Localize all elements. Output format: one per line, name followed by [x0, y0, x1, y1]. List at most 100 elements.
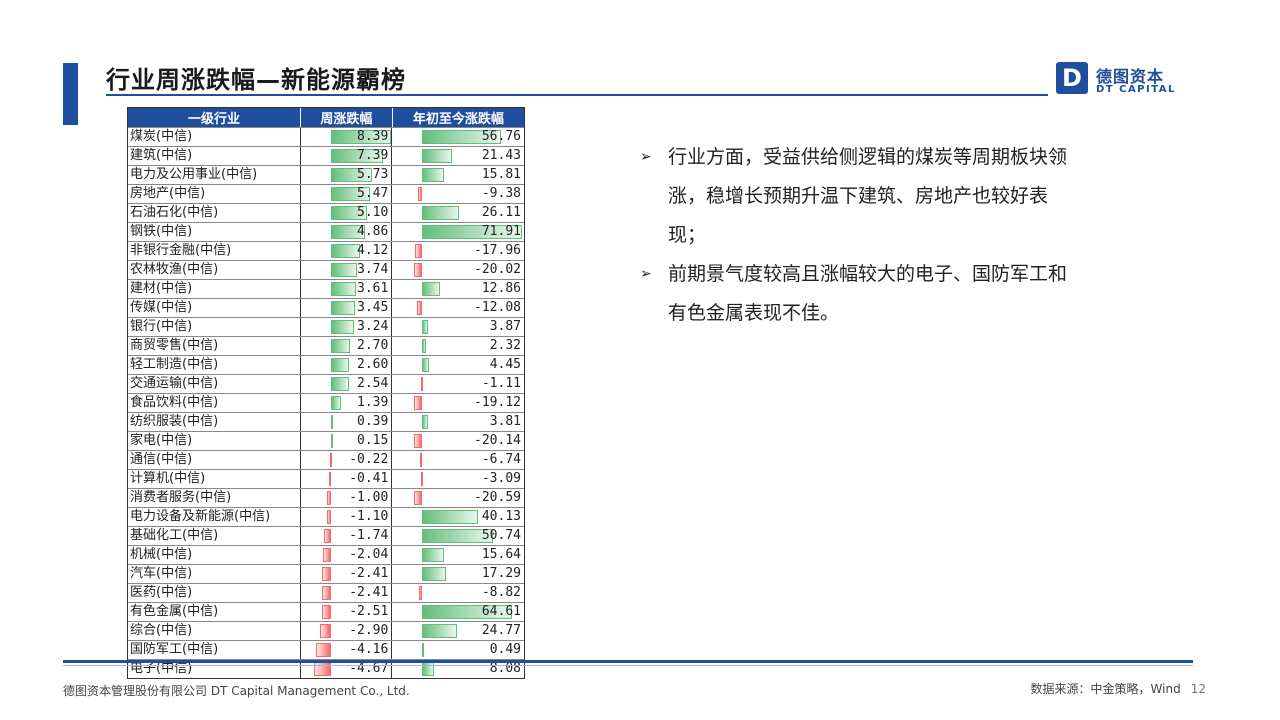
week-change-databar	[329, 453, 332, 467]
industry-name: 建材(中信)	[128, 280, 301, 298]
ytd-change-cell: -9.38	[392, 185, 524, 203]
industry-name: 银行(中信)	[128, 318, 301, 336]
week-change-cell: -2.41	[301, 565, 393, 583]
week-change-value: -2.41	[349, 585, 389, 600]
ytd-change-cell: 4.45	[392, 356, 524, 374]
ytd-change-databar	[422, 624, 457, 638]
footer-divider-thin	[63, 665, 1193, 666]
week-change-value: 3.24	[357, 319, 389, 334]
ytd-change-value: -8.82	[481, 585, 521, 600]
week-change-databar	[315, 643, 331, 657]
industry-name: 食品饮料(中信)	[128, 394, 301, 412]
ytd-change-value: -9.38	[481, 186, 521, 201]
ytd-change-value: 64.61	[481, 604, 521, 619]
table-row: 房地产(中信) 5.47 -9.38	[128, 184, 524, 203]
ytd-change-value: -19.12	[474, 395, 521, 410]
week-change-databar	[321, 586, 331, 600]
ytd-change-databar	[422, 168, 445, 182]
week-change-cell: -2.51	[301, 603, 393, 621]
ytd-change-cell: -20.14	[392, 432, 524, 450]
industry-name: 建筑(中信)	[128, 147, 301, 165]
week-change-value: 2.60	[357, 357, 389, 372]
ytd-change-value: -1.11	[481, 376, 521, 391]
ytd-change-value: 0.49	[489, 642, 521, 657]
table-row: 有色金属(中信) -2.51 64.61	[128, 602, 524, 621]
ytd-change-databar	[422, 529, 493, 543]
week-change-cell: 7.39	[301, 147, 393, 165]
table-header: 一级行业 周涨跌幅 年初至今涨跌幅	[128, 108, 524, 127]
week-change-databar	[324, 529, 331, 543]
table-row: 基础化工(中信) -1.74 50.74	[128, 526, 524, 545]
table-row: 电力及公用事业(中信) 5.73 15.81	[128, 165, 524, 184]
company-logo: D 德图资本 DT CAPITAL	[1056, 62, 1181, 96]
ytd-change-cell: -3.09	[392, 470, 524, 488]
week-change-databar	[330, 434, 333, 448]
week-change-cell: -0.41	[301, 470, 393, 488]
industry-name: 钢铁(中信)	[128, 223, 301, 241]
table-row: 汽车(中信) -2.41 17.29	[128, 564, 524, 583]
ytd-change-databar	[422, 415, 428, 429]
week-change-value: -1.74	[349, 528, 389, 543]
ytd-change-value: 21.43	[481, 148, 521, 163]
week-change-cell: -2.41	[301, 584, 393, 602]
week-change-databar	[320, 624, 331, 638]
logo-cn-text: 德图资本	[1096, 67, 1165, 86]
week-change-cell: 0.15	[301, 432, 393, 450]
industry-name: 通信(中信)	[128, 451, 301, 469]
header-ytd-change: 年初至今涨跌幅	[412, 112, 504, 127]
week-change-databar	[330, 187, 370, 201]
ytd-change-cell: -17.96	[392, 242, 524, 260]
week-change-databar	[321, 567, 331, 581]
week-change-value: 0.39	[357, 414, 389, 429]
week-change-value: -0.41	[349, 471, 389, 486]
table-row: 家电(中信) 0.15 -20.14	[128, 431, 524, 450]
ytd-change-value: 8.08	[489, 661, 521, 676]
industry-name: 汽车(中信)	[128, 565, 301, 583]
industry-name: 纺织服装(中信)	[128, 413, 301, 431]
week-change-value: -4.16	[349, 642, 389, 657]
industry-name: 煤炭(中信)	[128, 128, 301, 146]
week-change-databar	[330, 149, 384, 163]
ytd-change-value: -6.74	[481, 452, 521, 467]
industry-performance-table: 一级行业 周涨跌幅 年初至今涨跌幅 煤炭(中信) 8.39 56.76 建筑(中信) 7…	[127, 107, 525, 679]
table-row: 农林牧渔(中信) 3.74 -20.02	[128, 260, 524, 279]
industry-name: 有色金属(中信)	[128, 603, 301, 621]
week-change-cell: -4.16	[301, 641, 393, 659]
week-change-databar	[326, 510, 331, 524]
week-change-cell: 3.61	[301, 280, 393, 298]
week-change-databar	[330, 320, 354, 334]
table-row: 计算机(中信) -0.41 -3.09	[128, 469, 524, 488]
ytd-change-value: -17.96	[474, 243, 521, 258]
source-text: 数据来源：中金策略，Wind	[1030, 682, 1181, 696]
industry-name: 电力及公用事业(中信)	[128, 166, 301, 184]
ytd-change-value: 40.13	[481, 509, 521, 524]
title-underline	[106, 94, 1048, 96]
title-accent-bar	[63, 63, 78, 125]
week-change-cell: 0.39	[301, 413, 393, 431]
week-change-value: 0.15	[357, 433, 389, 448]
table-row: 机械(中信) -2.04 15.64	[128, 545, 524, 564]
ytd-change-value: -3.09	[481, 471, 521, 486]
industry-name: 国防军工(中信)	[128, 641, 301, 659]
arrow-bullet-icon: ➢	[640, 266, 652, 282]
table-row: 建材(中信) 3.61 12.86	[128, 279, 524, 298]
week-change-cell: 2.60	[301, 356, 393, 374]
ytd-change-value: 26.11	[481, 205, 521, 220]
ytd-change-value: 15.64	[481, 547, 521, 562]
table-row: 银行(中信) 3.24 3.87	[128, 317, 524, 336]
week-change-cell: 2.54	[301, 375, 393, 393]
logo-mark-icon: D	[1056, 62, 1088, 94]
header-industry: 一级行业	[128, 108, 302, 127]
table-row: 煤炭(中信) 8.39 56.76	[128, 127, 524, 146]
week-change-databar	[330, 358, 350, 372]
ytd-change-cell: 15.64	[392, 546, 524, 564]
table-row: 石油石化(中信) 5.10 26.11	[128, 203, 524, 222]
week-change-databar	[326, 491, 331, 505]
table-row: 非银行金融(中信) 4.12 -17.96	[128, 241, 524, 260]
week-change-value: 5.47	[357, 186, 389, 201]
week-change-cell: 3.74	[301, 261, 393, 279]
ytd-change-value: 3.87	[489, 319, 521, 334]
ytd-change-cell: -12.08	[392, 299, 524, 317]
ytd-change-databar	[422, 567, 447, 581]
week-change-value: 3.74	[357, 262, 389, 277]
